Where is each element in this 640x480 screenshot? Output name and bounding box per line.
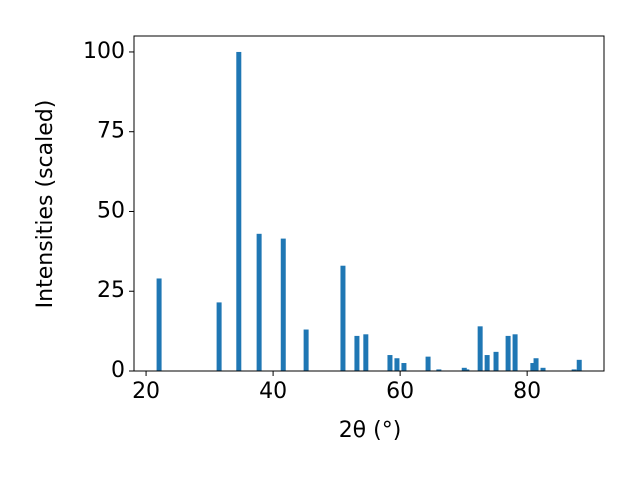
bar <box>256 233 262 371</box>
bar <box>216 302 222 371</box>
bar <box>436 369 442 371</box>
y-tick-label: 25 <box>97 278 125 303</box>
y-axis-label: Intensities (scaled) <box>33 100 58 309</box>
plot-frame <box>133 35 605 372</box>
x-tick-label: 80 <box>513 379 541 404</box>
bar <box>236 51 242 371</box>
bar <box>401 363 407 371</box>
bar <box>340 265 346 371</box>
bar <box>156 278 162 371</box>
bar <box>363 334 369 371</box>
bar <box>354 335 360 371</box>
x-tick-label: 40 <box>259 379 287 404</box>
bar <box>280 238 286 371</box>
bar <box>477 326 483 371</box>
bar <box>493 351 499 371</box>
bar <box>505 335 511 371</box>
x-tick-label: 60 <box>386 379 414 404</box>
bar <box>464 369 470 371</box>
bar <box>394 358 400 371</box>
bar <box>461 367 467 371</box>
bar <box>484 355 490 371</box>
bar <box>387 355 393 371</box>
bar <box>540 367 546 371</box>
bar <box>425 356 431 371</box>
x-tick-label: 20 <box>132 379 160 404</box>
y-tick-label: 100 <box>83 39 125 64</box>
bar <box>512 334 518 371</box>
bar <box>530 363 536 371</box>
y-tick-label: 75 <box>97 119 125 144</box>
bar <box>571 369 577 371</box>
y-tick-label: 50 <box>97 198 125 223</box>
bar <box>576 359 582 371</box>
y-tick-label: 0 <box>111 358 125 383</box>
x-axis-label: 2θ (°) <box>339 418 402 443</box>
bar <box>303 329 309 371</box>
bar <box>533 358 539 371</box>
